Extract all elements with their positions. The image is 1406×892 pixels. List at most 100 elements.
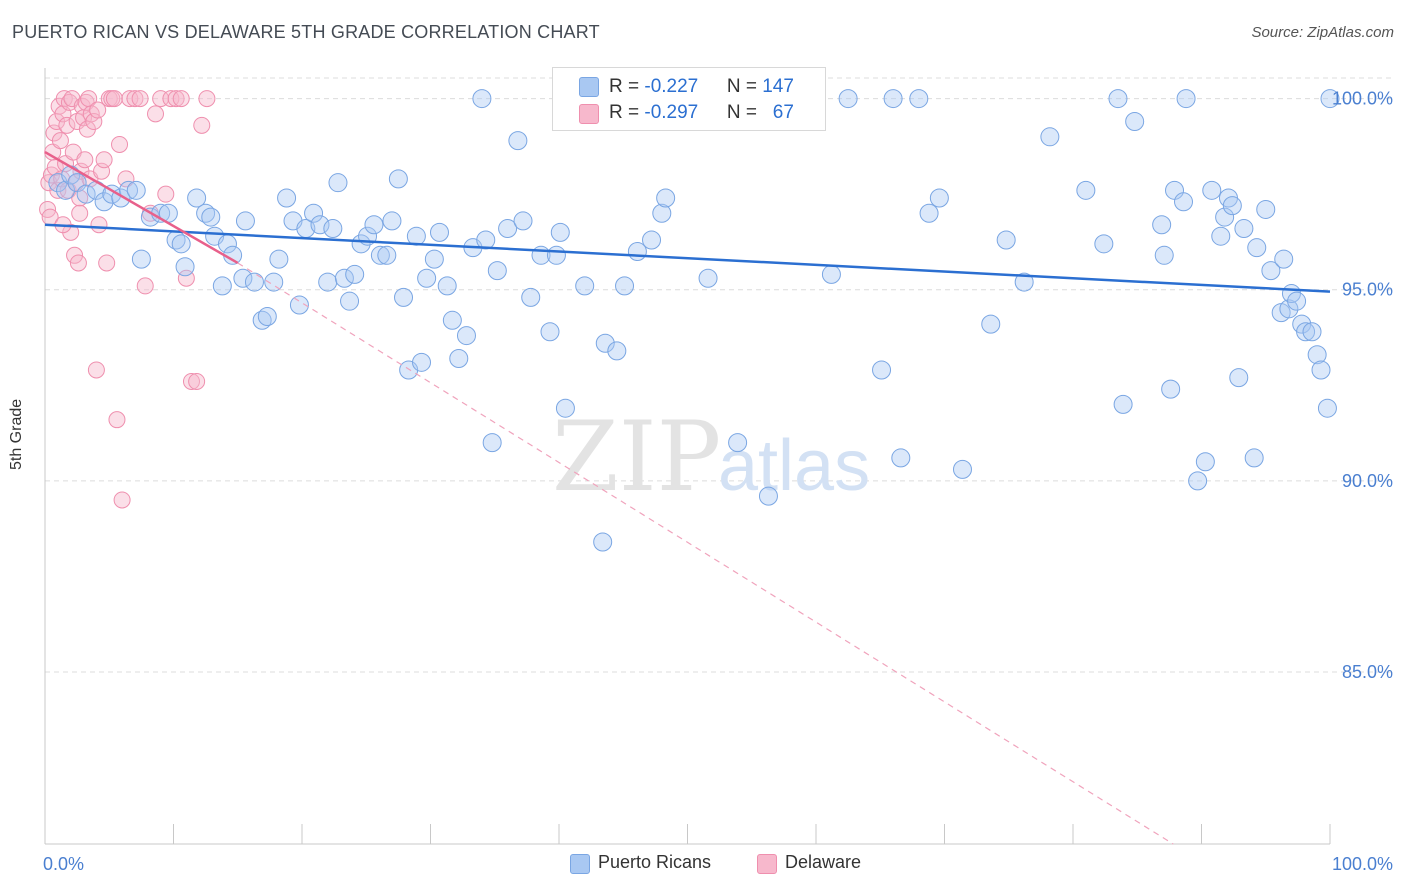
delaware-point [126,90,144,108]
delaware-trend-extension [237,262,1174,845]
delaware-point [162,90,180,108]
puerto-ricans-point [1040,127,1060,147]
delaware-point [98,254,116,272]
x-tick-label: 0.0% [43,854,84,874]
puerto-ricans-point [1108,89,1128,109]
delaware-point [105,90,123,108]
chart-title: PUERTO RICAN VS DELAWARE 5TH GRADE CORRE… [12,22,600,42]
puerto-ricans-point [187,188,207,208]
delaware-point [113,491,131,509]
legend-swatch-puerto-ricans [579,77,599,97]
y-tick-label: 90.0% [1342,471,1393,491]
delaware-point [157,185,175,203]
delaware-point [198,90,216,108]
puerto-ricans-point [872,360,892,380]
puerto-ricans-point [424,249,444,269]
puerto-ricans-point [289,295,309,315]
puerto-ricans-point [575,276,595,296]
puerto-ricans-point [334,268,354,288]
puerto-ricans-point [476,230,496,250]
bottom-legend-label: Puerto Ricans [598,852,712,872]
puerto-ricans-point [323,219,343,239]
puerto-ricans-point [1317,398,1337,418]
bottom-legend-label: Delaware [785,852,862,872]
puerto-ricans-point [264,272,284,292]
puerto-ricans-point [1307,345,1327,365]
puerto-ricans-point [235,211,255,231]
delaware-point [152,90,170,108]
puerto-ricans-trend-line [44,223,1331,293]
puerto-ricans-point [126,180,146,200]
y-tick-label: 85.0% [1342,662,1393,682]
legend: R = -0.227 N = 147 R = -0.297 N = 67 [552,67,826,131]
puerto-ricans-point [370,245,390,265]
puerto-ricans-point [1229,368,1249,388]
puerto-ricans-point [1261,261,1281,281]
delaware-point [51,132,69,150]
puerto-ricans-point [1113,394,1133,414]
puerto-ricans-point [417,268,437,288]
puerto-ricans-point [1152,215,1172,235]
bottom-swatch-delaware [757,854,777,874]
puerto-ricans-point [656,188,676,208]
puerto-ricans-point [252,310,272,330]
delaware-point [66,246,84,264]
puerto-ricans-point [550,222,570,242]
delaware-point [131,90,149,108]
puerto-ricans-point [1202,180,1222,200]
puerto-ricans-point [521,287,541,307]
delaware-point [69,254,87,272]
delaware-point [76,151,94,169]
puerto-ricans-point [540,322,560,342]
puerto-ricans-point [919,203,939,223]
axes [44,68,1331,845]
puerto-ricans-point [1154,245,1174,265]
puerto-ricans-point [555,398,575,418]
watermark-zip: ZIP [552,401,721,513]
puerto-ricans-point [442,310,462,330]
puerto-ricans-point [1161,379,1181,399]
delaware-trend-line [44,151,239,265]
bottom-legend-puerto-ricans: Puerto Ricans [570,852,712,874]
delaware-point [95,151,113,169]
puerto-ricans-point [437,276,457,296]
puerto-ricans-point [1014,272,1034,292]
puerto-ricans-point [201,207,221,227]
puerto-ricans-point [310,215,330,235]
puerto-ricans-point [1174,192,1194,212]
legend-row-puerto-ricans: R = -0.227 N = 147 [609,76,794,97]
delaware-point [42,166,60,184]
delaware-point [147,105,165,123]
puerto-ricans-point [593,532,613,552]
puerto-ricans-point [1247,238,1267,258]
puerto-ricans-point [508,131,528,151]
delaware-points [39,90,216,509]
delaware-point [89,101,107,119]
delaware-point [108,411,126,429]
delaware-point [167,90,185,108]
gridlines [45,77,1395,673]
puerto-ricans-point [996,230,1016,250]
bottom-legend-delaware: Delaware [757,852,862,874]
puerto-ricans-point [1215,207,1235,227]
puerto-ricans-point [1311,360,1331,380]
puerto-ricans-point [652,203,672,223]
puerto-ricans-point [328,173,348,193]
puerto-ricans-point [909,89,929,109]
puerto-ricans-point [1302,322,1322,342]
x-tick-label: 100.0% [1332,854,1393,874]
puerto-ricans-point [883,89,903,109]
puerto-ricans-point [952,459,972,479]
puerto-ricans-point [394,287,414,307]
puerto-ricans-point [821,264,841,284]
puerto-ricans-point [498,219,518,239]
puerto-ricans-point [351,234,371,254]
puerto-ricans-point [1320,89,1340,109]
delaware-point [49,181,67,199]
puerto-ricans-point [929,188,949,208]
y-tick-label: 95.0% [1342,280,1393,300]
puerto-ricans-point [382,211,402,231]
puerto-ricans-point [76,184,96,204]
puerto-ricans-point [513,211,533,231]
